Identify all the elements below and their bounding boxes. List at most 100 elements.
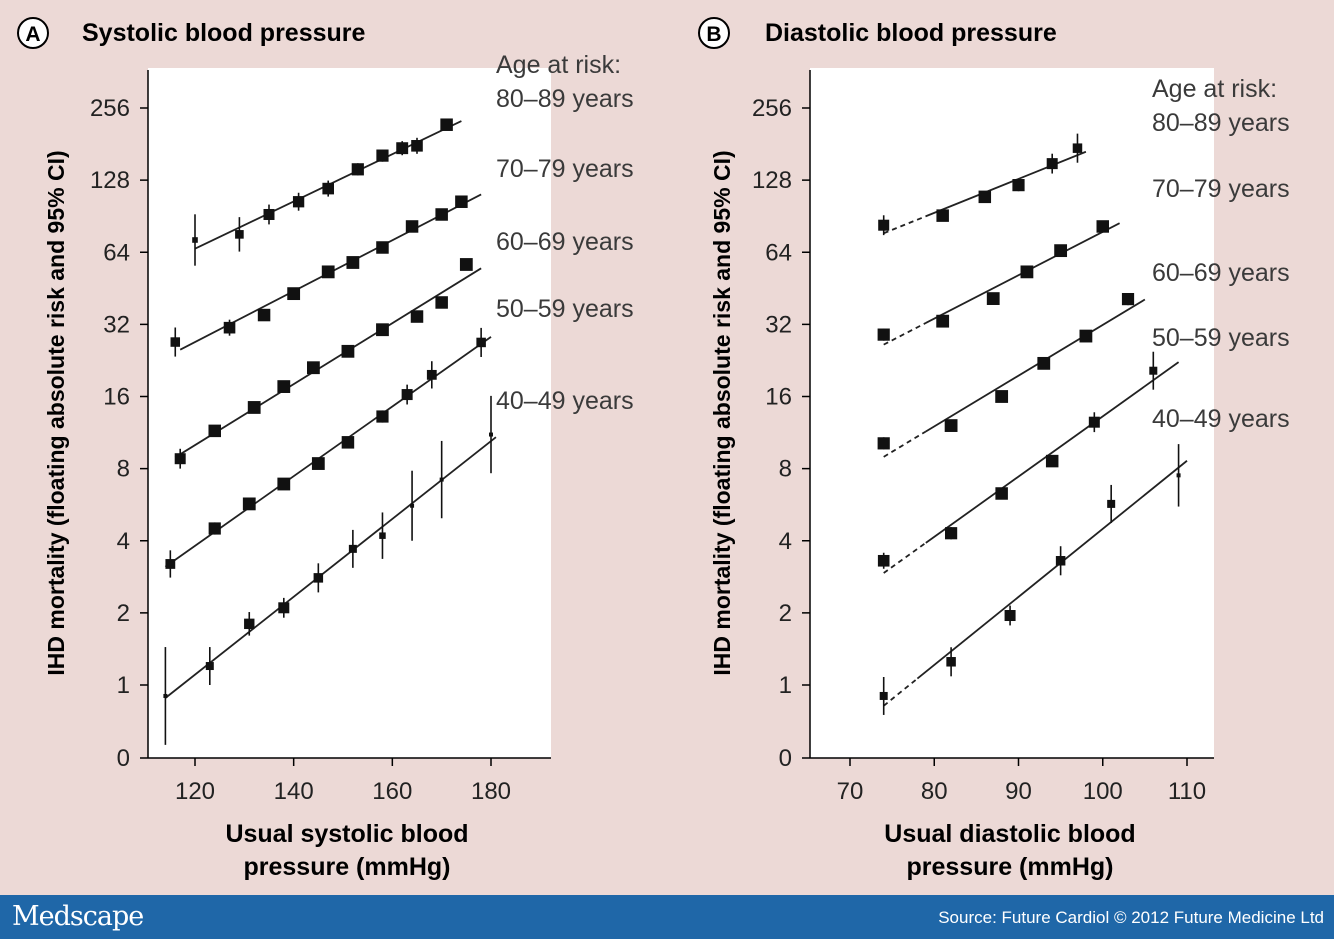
data-point bbox=[410, 310, 424, 323]
data-point bbox=[307, 361, 320, 375]
series-label: 60–69 years bbox=[1152, 259, 1290, 287]
data-point bbox=[1012, 179, 1025, 192]
data-point bbox=[376, 149, 389, 162]
series-label: 70–79 years bbox=[496, 155, 634, 183]
series-label: 60–69 years bbox=[496, 228, 634, 256]
data-point bbox=[435, 296, 448, 309]
data-point bbox=[1020, 265, 1034, 279]
series-label: 50–59 years bbox=[1152, 324, 1290, 352]
x-tick-label: 90 bbox=[1005, 778, 1032, 805]
series-a: 70–79 years 60–69 years 50–59 years 40–49 y… bbox=[163, 118, 634, 745]
panel-a-badge bbox=[17, 17, 49, 49]
data-point bbox=[476, 337, 486, 348]
data-point bbox=[435, 208, 448, 221]
data-point bbox=[1046, 158, 1058, 170]
data-point bbox=[263, 208, 275, 220]
data-point bbox=[1054, 244, 1068, 258]
fit-line-extrapolated bbox=[883, 322, 927, 346]
x-tick-label: 70 bbox=[837, 778, 864, 805]
y-tick-label: 64 bbox=[765, 239, 792, 266]
data-point bbox=[376, 323, 389, 337]
data-point bbox=[348, 544, 357, 553]
data-point bbox=[292, 196, 305, 208]
series-50-59: 50–59 years bbox=[877, 324, 1290, 574]
legend-title-b-line2: 80–89 years bbox=[1152, 109, 1290, 137]
data-point bbox=[459, 258, 473, 271]
axes-a: 0 1 2 4 8 16 32 64 128 256 120 140 160 180 bbox=[90, 70, 551, 805]
y-axis-label-a: IHD mortality (floating absolute risk an… bbox=[43, 150, 69, 675]
data-point bbox=[205, 662, 214, 671]
plot-area-b bbox=[810, 68, 1214, 758]
fit-line-extrapolated bbox=[883, 215, 927, 235]
data-point bbox=[1121, 292, 1135, 306]
y-tick-label: 32 bbox=[765, 311, 792, 338]
data-point bbox=[223, 321, 236, 334]
y-tick-label: 8 bbox=[117, 456, 130, 483]
data-point bbox=[346, 256, 360, 269]
panel-b-letter: B bbox=[706, 23, 721, 46]
fit-line bbox=[925, 361, 1180, 544]
data-point bbox=[277, 380, 291, 393]
y-tick-label: 4 bbox=[117, 528, 130, 555]
y-axis-label-b: IHD mortality (floating absolute risk an… bbox=[709, 150, 735, 675]
figure: A Systolic blood pressure IHD mortality … bbox=[17, 17, 1290, 881]
data-point bbox=[877, 554, 890, 567]
series-label: 40–49 years bbox=[496, 387, 634, 415]
data-point bbox=[277, 477, 291, 491]
legend-title-a-line2: 80–89 years bbox=[496, 85, 634, 113]
fit-line-extrapolated bbox=[883, 430, 927, 458]
data-point bbox=[1176, 473, 1181, 478]
panel-a-letter: A bbox=[25, 23, 40, 46]
x-tick-label: 180 bbox=[471, 778, 511, 805]
data-point bbox=[426, 369, 437, 380]
data-point bbox=[192, 237, 198, 243]
y-tick-label: 128 bbox=[90, 167, 130, 194]
data-point bbox=[455, 195, 468, 208]
data-point bbox=[396, 142, 409, 155]
data-point bbox=[401, 389, 413, 401]
data-point bbox=[174, 453, 186, 465]
data-point bbox=[936, 314, 950, 328]
panel-b-title: Diastolic blood pressure bbox=[765, 19, 1057, 47]
y-tick-label: 2 bbox=[117, 600, 130, 627]
plot-area-a bbox=[148, 68, 551, 758]
data-point bbox=[879, 691, 888, 700]
data-point bbox=[1149, 366, 1158, 375]
data-point bbox=[321, 265, 335, 279]
y-tick-label: 8 bbox=[779, 456, 792, 483]
fit-line-extrapolated bbox=[883, 677, 918, 707]
data-point bbox=[1037, 356, 1051, 370]
data-point bbox=[163, 693, 168, 698]
fit-line bbox=[916, 460, 1188, 680]
data-point bbox=[287, 287, 301, 301]
fit-line bbox=[174, 267, 482, 459]
data-point bbox=[411, 140, 423, 152]
x-tick-label: 140 bbox=[274, 778, 314, 805]
data-point bbox=[405, 220, 419, 233]
y-tick-label: 32 bbox=[103, 311, 130, 338]
data-point bbox=[936, 209, 949, 222]
medscape-logo: Medscape bbox=[12, 901, 144, 932]
data-point bbox=[322, 182, 334, 195]
x-axis-label-a-line2: pressure (mmHg) bbox=[244, 853, 451, 881]
series-40-49: 40–49 years bbox=[879, 405, 1290, 715]
data-point bbox=[986, 292, 1000, 305]
y-tick-label: 64 bbox=[103, 239, 130, 266]
data-point bbox=[878, 219, 890, 231]
y-tick-label: 4 bbox=[779, 528, 792, 555]
series-60-69: 60–69 years bbox=[877, 259, 1290, 458]
panel-a-systolic: A Systolic blood pressure IHD mortality … bbox=[17, 17, 634, 881]
series-40-49: 40–49 years bbox=[163, 387, 634, 745]
axes-b: 0 1 2 4 8 16 32 64 128 256 70 80 90 100 110 bbox=[752, 70, 1214, 805]
data-point bbox=[311, 457, 325, 470]
series-label: 40–49 years bbox=[1152, 405, 1290, 433]
data-point bbox=[1072, 143, 1083, 153]
x-axis-label-b-line1: Usual diastolic blood bbox=[884, 820, 1135, 848]
series-70-79: 70–79 years bbox=[877, 175, 1290, 346]
fit-line bbox=[925, 298, 1146, 433]
x-tick-label: 160 bbox=[372, 778, 412, 805]
data-point bbox=[946, 657, 956, 667]
data-point bbox=[1088, 416, 1100, 428]
series-label: 50–59 years bbox=[496, 295, 634, 323]
series-b: 70–79 years 60–69 years 50–59 years 40–49 y… bbox=[877, 133, 1290, 715]
